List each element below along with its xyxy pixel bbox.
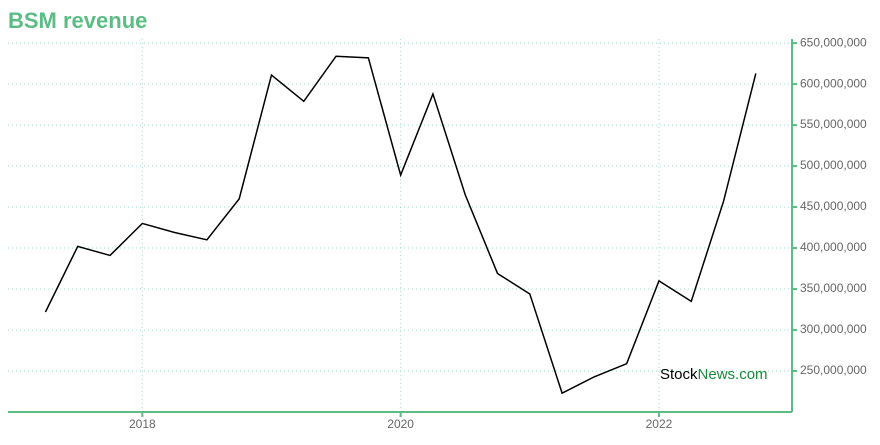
y-tick-label: 450,000,000	[800, 199, 867, 213]
y-tick-label: 550,000,000	[800, 117, 867, 131]
y-tick-label: 300,000,000	[800, 322, 867, 336]
y-tick-label: 250,000,000	[800, 363, 867, 377]
watermark-part: News.com	[698, 366, 768, 383]
y-tick-label: 650,000,000	[800, 35, 867, 49]
line	[44, 55, 757, 395]
y-tick-label: 600,000,000	[800, 76, 867, 90]
x-tick-label: 2022	[646, 417, 673, 431]
watermark: StockNews.com	[660, 366, 768, 383]
watermark-part: Stock	[660, 366, 698, 383]
y-tick-label: 500,000,000	[800, 158, 867, 172]
y-tick-label: 350,000,000	[800, 281, 867, 295]
chart-title: BSM revenue	[8, 8, 147, 33]
x-tick-label: 2020	[387, 417, 414, 431]
y-tick-label: 400,000,000	[800, 240, 867, 254]
x-tick-label: 2018	[129, 417, 156, 431]
